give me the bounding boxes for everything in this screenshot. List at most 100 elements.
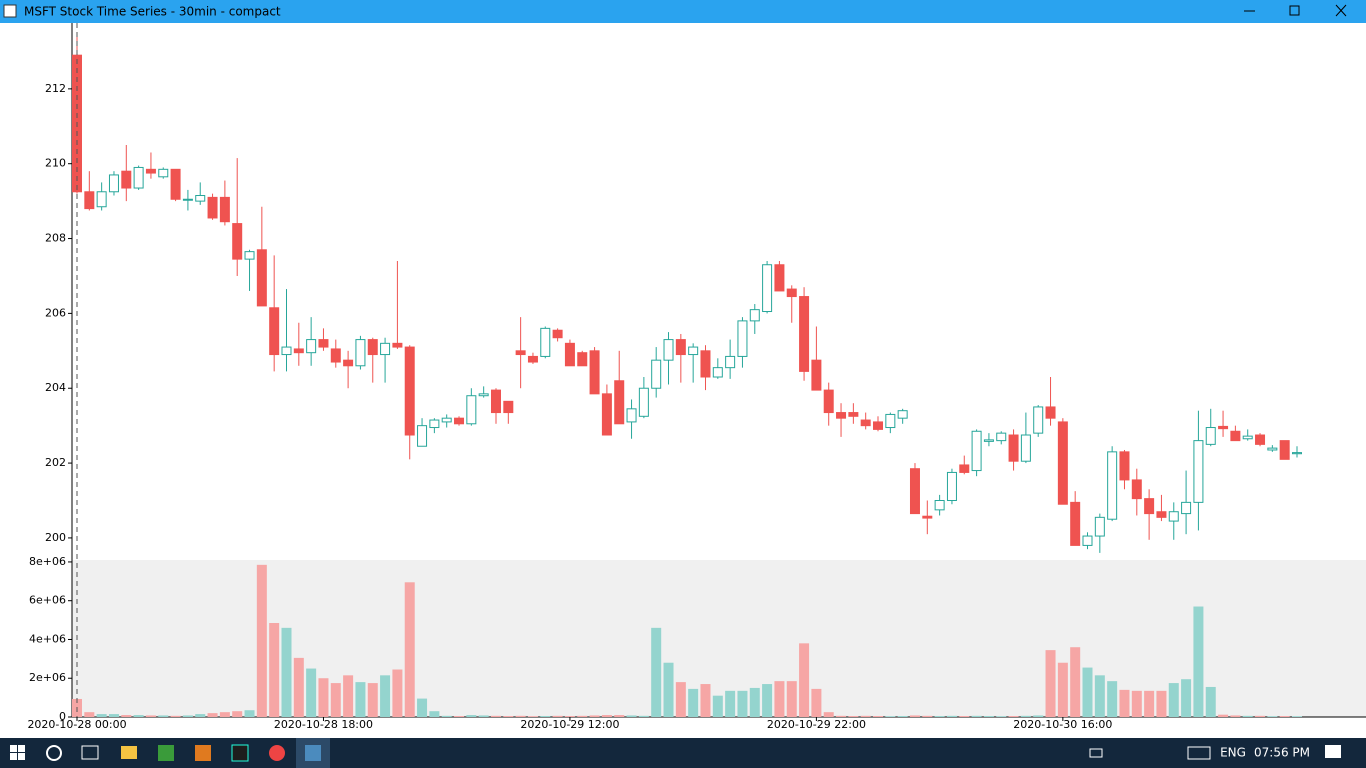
candle-body bbox=[909, 468, 920, 515]
chrome-icon[interactable] bbox=[269, 745, 285, 761]
y-tick-label: 204 bbox=[45, 381, 66, 394]
volume-y-tick-label: 6e+06 bbox=[29, 594, 66, 607]
volume-bar bbox=[1144, 690, 1155, 717]
language[interactable]: ENG bbox=[1220, 746, 1246, 760]
candle-body bbox=[897, 410, 908, 419]
candle-body bbox=[380, 342, 391, 356]
candle-body bbox=[417, 425, 428, 447]
candle-body bbox=[823, 389, 834, 414]
app-icon-2[interactable] bbox=[158, 745, 174, 761]
volume-bar bbox=[195, 714, 206, 717]
volume-bar bbox=[1045, 650, 1056, 717]
candle-body bbox=[589, 350, 600, 395]
volume-bar bbox=[1279, 716, 1290, 717]
candle-body bbox=[1094, 516, 1105, 537]
candle-body bbox=[454, 417, 465, 425]
python-icon[interactable] bbox=[305, 745, 321, 761]
candle-body bbox=[219, 196, 230, 223]
volume-bar bbox=[84, 712, 95, 717]
candle-body bbox=[786, 288, 797, 298]
candle-body bbox=[330, 348, 341, 363]
volume-bar bbox=[786, 681, 797, 717]
candle-body bbox=[700, 350, 711, 378]
maximize-button[interactable] bbox=[1289, 5, 1300, 16]
volume-bar bbox=[441, 715, 452, 717]
volume-bar bbox=[478, 715, 489, 717]
volume-bar bbox=[1082, 667, 1093, 717]
candle-body bbox=[466, 395, 477, 425]
volume-y-tick-label: 8e+06 bbox=[29, 555, 66, 568]
candle-body bbox=[96, 191, 107, 208]
volume-bar bbox=[774, 681, 785, 717]
candle-body bbox=[577, 352, 588, 367]
candle-body bbox=[355, 339, 366, 367]
x-tick-label: 2020-10-29 22:00 bbox=[767, 718, 866, 731]
volume-bar bbox=[269, 622, 280, 717]
candle-body bbox=[84, 191, 95, 210]
volume-bar bbox=[355, 682, 366, 717]
candle-body bbox=[182, 198, 193, 201]
volume-y-tick-label: 4e+06 bbox=[29, 632, 66, 645]
volume-bar bbox=[527, 716, 538, 717]
volume-bar bbox=[675, 682, 686, 717]
volume-bar bbox=[392, 669, 403, 717]
search-button[interactable] bbox=[46, 745, 62, 761]
candle-body bbox=[675, 339, 686, 356]
candle-body bbox=[133, 166, 144, 189]
volume-bar bbox=[811, 688, 822, 717]
volume-bar bbox=[1107, 681, 1118, 717]
candle-body bbox=[749, 309, 760, 322]
volume-bar bbox=[96, 714, 107, 717]
candle-body bbox=[1082, 535, 1093, 546]
close-button[interactable] bbox=[1335, 4, 1347, 17]
volume-bar bbox=[725, 690, 736, 717]
volume-bar bbox=[946, 715, 957, 717]
volume-bar bbox=[848, 716, 859, 717]
sublime-icon[interactable] bbox=[195, 745, 211, 761]
volume-bar bbox=[1033, 715, 1044, 717]
candle-body bbox=[946, 471, 957, 501]
volume-bar bbox=[577, 715, 588, 717]
volume-bar bbox=[244, 710, 255, 717]
volume-bar bbox=[971, 715, 982, 717]
candle-body bbox=[885, 413, 896, 429]
pycharm-icon[interactable] bbox=[231, 744, 249, 762]
start-button[interactable] bbox=[10, 745, 25, 760]
x-tick-label: 2020-10-28 00:00 bbox=[27, 718, 126, 731]
candle-body bbox=[540, 327, 551, 357]
volume-bar bbox=[983, 716, 994, 717]
candle-body bbox=[441, 417, 452, 423]
volume-bar bbox=[232, 711, 243, 717]
y-tick-label: 212 bbox=[45, 82, 66, 95]
candle-body bbox=[651, 359, 662, 389]
task-view[interactable] bbox=[81, 745, 99, 760]
candle-body bbox=[281, 346, 292, 356]
app-icon bbox=[3, 4, 17, 18]
candle-body bbox=[1242, 435, 1253, 440]
explorer-icon[interactable] bbox=[121, 746, 137, 759]
candle-body bbox=[256, 249, 267, 307]
candle-body bbox=[1020, 434, 1031, 462]
candle-body bbox=[614, 380, 625, 425]
volume-bar bbox=[417, 698, 428, 717]
volume-bar bbox=[182, 715, 193, 717]
volume-bar bbox=[380, 675, 391, 717]
candle-body bbox=[971, 430, 982, 472]
volume-bar bbox=[651, 627, 662, 717]
volume-bar bbox=[515, 715, 526, 717]
volume-bar bbox=[873, 716, 884, 717]
keyboard-icon[interactable] bbox=[1187, 746, 1211, 760]
volume-bar bbox=[170, 715, 181, 717]
notifications[interactable] bbox=[1325, 745, 1341, 758]
volume-bar bbox=[207, 713, 218, 717]
volume-bar bbox=[564, 716, 575, 717]
volume-bar bbox=[1242, 715, 1253, 717]
clock[interactable]: 07:56 PM bbox=[1254, 746, 1310, 760]
volume-bar bbox=[552, 715, 563, 717]
candle-body bbox=[1267, 447, 1278, 451]
volume-bar bbox=[367, 683, 378, 717]
candle-body bbox=[1205, 427, 1216, 445]
volume-bar bbox=[614, 715, 625, 717]
battery-icon[interactable] bbox=[1089, 748, 1103, 758]
